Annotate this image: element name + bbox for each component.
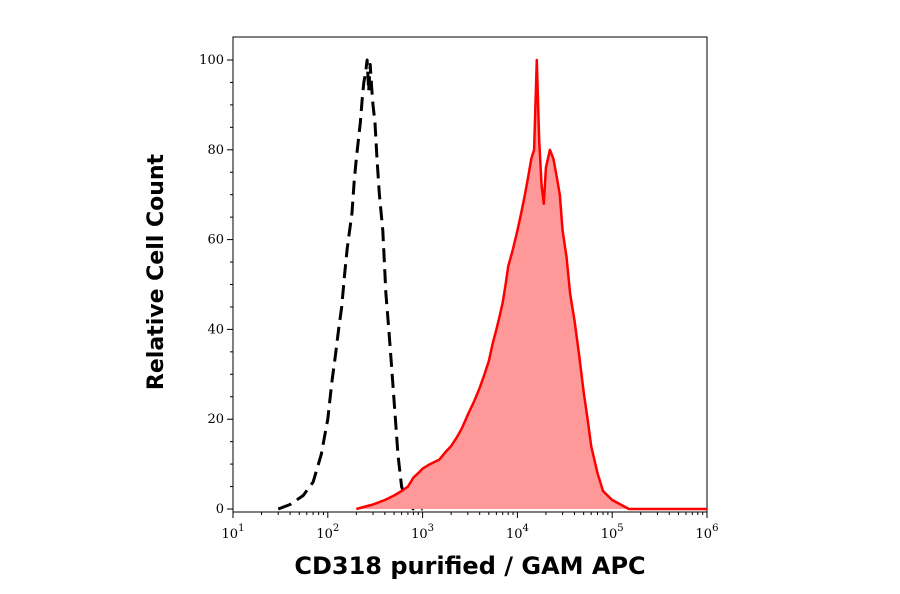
y-tick-label: 60 [207,233,224,248]
axes-layer: 0 20 40 60 80 100 101 102 103 104 105 106 [199,53,718,542]
x-tick-label: 104 [506,523,529,542]
x-tick-label: 103 [411,523,434,542]
series-layer [277,58,707,511]
y-tick-label: 0 [216,502,224,517]
y-tick-label: 20 [207,412,224,427]
series-0-line [277,58,423,511]
x-axis-label: CD318 purified / GAM APC [294,552,645,580]
y-axis-label: Relative Cell Count [144,153,169,390]
x-tick-label: 105 [601,523,624,542]
y-tick-label: 80 [207,143,224,158]
plot-area [232,36,708,513]
y-tick-label: 40 [207,322,224,337]
series-1-fill [356,60,707,509]
x-tick-label: 106 [696,523,719,542]
series-1-line [355,58,707,511]
x-tick-label: 102 [316,523,339,542]
plot-frame [232,36,708,513]
y-tick-label: 100 [199,53,224,68]
x-tick-label: 101 [222,523,245,542]
